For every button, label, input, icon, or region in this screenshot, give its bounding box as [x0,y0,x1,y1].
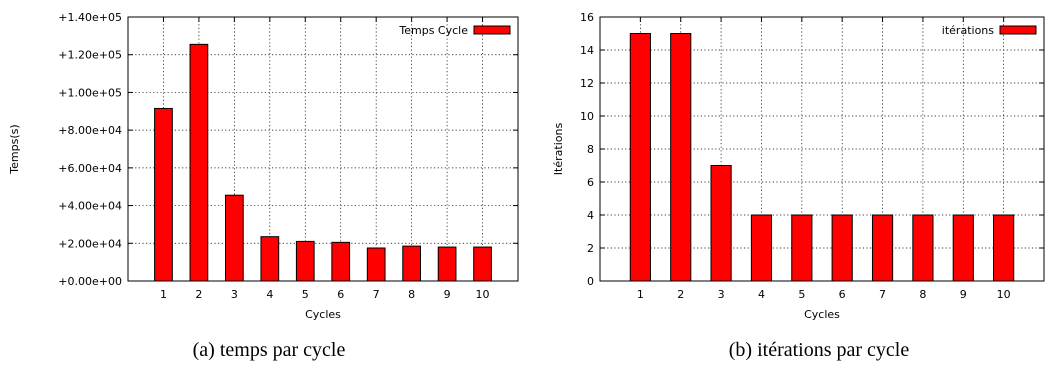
bar [831,214,853,282]
figure-caption: (a) temps par cycle [193,339,346,361]
y-tick-label: 10 [580,110,594,123]
y-tick-label: +0.00e+00 [58,275,122,288]
x-tick-label: 4 [266,288,273,301]
y-tick-label: +1.40e+05 [58,11,122,24]
bar [437,246,457,282]
x-tick-label: 10 [997,288,1011,301]
bar [710,165,732,282]
y-tick-label: +8.00e+04 [58,124,122,137]
x-tick-label: 3 [718,288,725,301]
figure-caption: (b) itérations par cycle [729,339,910,361]
bar [629,33,651,282]
bar [993,214,1015,282]
y-tick-label: +1.00e+05 [58,86,122,99]
y-tick-label: 0 [587,275,594,288]
y-tick-label: +6.00e+04 [58,162,122,175]
bar [260,236,280,282]
bar [225,194,244,282]
legend-swatch [473,25,511,35]
bar [952,214,974,282]
bar [473,246,492,282]
x-tick-label: 8 [408,288,415,301]
bar [750,214,773,282]
legend-label: itérations [942,24,994,37]
x-axis-label: Cycles [305,308,341,321]
y-tick-label: 8 [587,143,594,156]
x-tick-label: 8 [919,288,926,301]
legend-swatch [999,25,1037,35]
y-axis-label: Temps(s) [8,124,21,174]
bar [331,241,351,282]
bar [871,214,894,282]
x-tick-label: 4 [758,288,765,301]
x-tick-label: 10 [476,288,490,301]
x-tick-label: 2 [677,288,684,301]
y-axis-label: Itérations [552,123,565,176]
plot-frame [599,16,1045,282]
y-tick-label: +1.20e+05 [58,49,122,62]
legend-label: Temps Cycle [398,24,468,37]
x-tick-label: 7 [879,288,886,301]
x-tick-label: 9 [444,288,451,301]
bar [912,214,934,282]
y-tick-label: 2 [587,242,594,255]
x-tick-label: 6 [839,288,846,301]
plot-frame [127,16,519,282]
x-tick-label: 1 [160,288,167,301]
x-tick-label: 2 [195,288,202,301]
x-tick-label: 3 [231,288,238,301]
x-tick-label: 7 [373,288,380,301]
bar [366,247,386,282]
x-tick-label: 1 [637,288,644,301]
x-axis-label: Cycles [804,308,840,321]
bar [791,214,813,282]
x-tick-label: 5 [302,288,309,301]
bar [189,43,209,282]
y-tick-label: 6 [587,176,594,189]
x-tick-label: 5 [798,288,805,301]
y-tick-label: 16 [580,11,594,24]
y-tick-label: 14 [580,44,594,57]
bar [154,107,173,282]
y-tick-label: 4 [587,209,594,222]
y-tick-label: +2.00e+04 [58,237,122,250]
bar [670,33,692,282]
y-tick-label: 12 [580,77,594,90]
x-tick-label: 9 [960,288,967,301]
y-tick-label: +4.00e+04 [58,200,122,213]
chart-a: +0.00e+00 +2.00e+04 +4.00e+04 +6.00e+04 +8.0… [8,11,519,361]
bar [295,240,315,282]
bar [402,245,422,282]
x-tick-label: 6 [337,288,344,301]
